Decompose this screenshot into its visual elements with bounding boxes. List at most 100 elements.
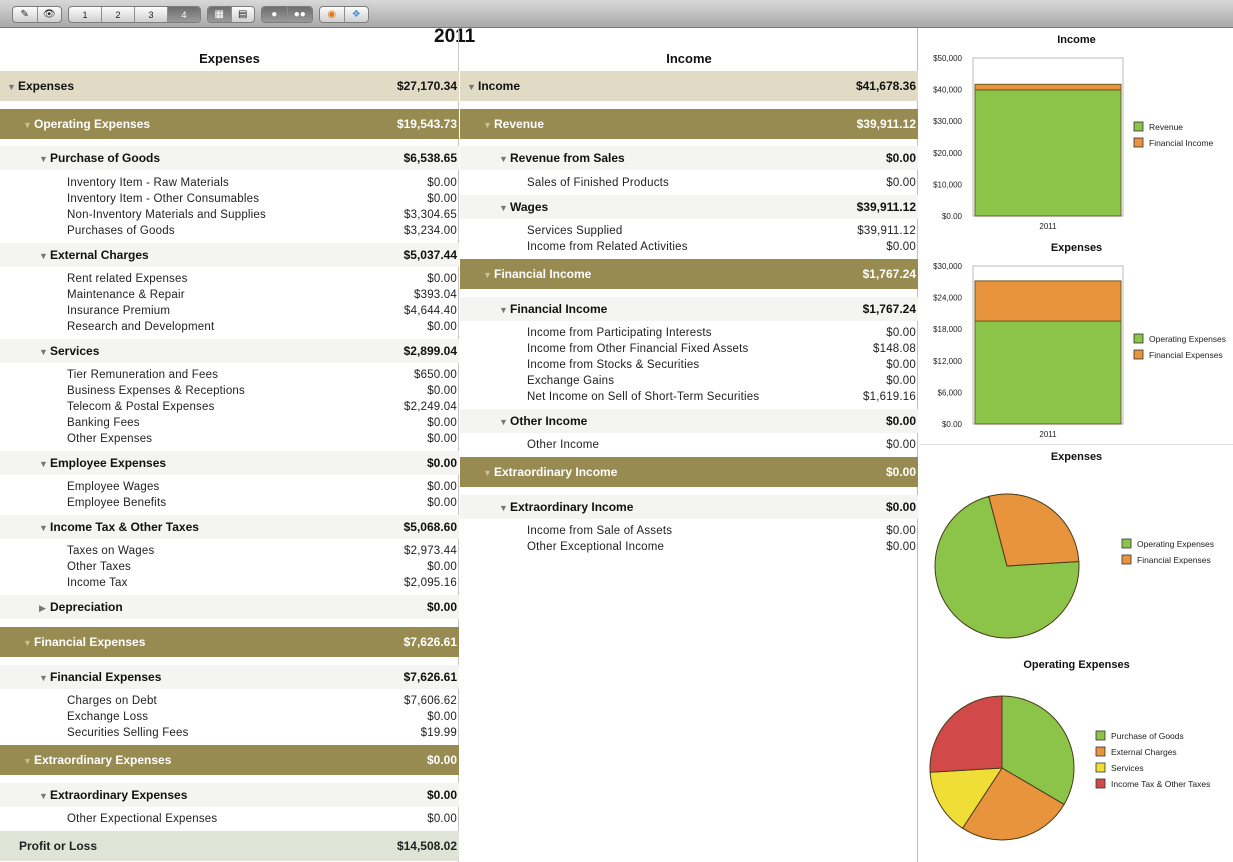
row-value: $0.00 [427,321,457,333]
people-group: ● ●● [261,6,313,23]
group-row-extraordinary-expenses[interactable]: ▼ Extraordinary Expenses $0.00 [0,745,459,775]
disclosure-expanded-icon[interactable]: ▼ [499,203,508,213]
group-row-expenses[interactable]: ▼ Expenses $27,170.34 [0,71,459,101]
row-label: Financial Income [510,302,608,316]
group-row-external-charges[interactable]: ▼ External Charges $5,037.44 [0,243,459,267]
line-item-other-expectional-expenses: Other Expectional Expenses $0.00 [0,811,459,827]
disclosure-expanded-icon[interactable]: ▼ [483,270,492,280]
group-row-employee-expenses[interactable]: ▼ Employee Expenses $0.00 [0,451,459,475]
line-item-income-tax: Income Tax $2,095.16 [0,575,459,591]
bar-revenue [974,89,1122,217]
row-label: Other Expenses [67,433,153,445]
disclosure-expanded-icon[interactable]: ▼ [39,523,48,533]
row-label: Financial Income [494,267,592,281]
row-label: Other Income [527,439,600,451]
disclosure-expanded-icon[interactable]: ▼ [499,503,508,513]
disclosure-expanded-icon[interactable]: ▼ [483,468,492,478]
group-row-financial-income[interactable]: ▼ Financial Income $1,767.24 [460,297,918,321]
group-row-revenue-from-sales[interactable]: ▼ Revenue from Sales $0.00 [460,146,918,170]
legend-swatch [1095,762,1106,773]
disclosure-expanded-icon[interactable]: ▼ [39,459,48,469]
disclosure-expanded-icon[interactable]: ▼ [39,251,48,261]
row-label: Extraordinary Income [494,465,618,479]
row-value: $39,911.12 [856,117,916,131]
group-row-financial-income[interactable]: ▼ Financial Income $1,767.24 [460,259,918,289]
single-layout-icon[interactable]: ▤ [238,8,248,20]
line-item-services-supplied: Services Supplied $39,911.12 [460,223,918,239]
page-button-3[interactable]: 3 [135,7,168,22]
y-tick-label: $18,000 [933,325,962,334]
disclosure-collapsed-icon[interactable]: ▶ [39,603,46,613]
disclosure-expanded-icon[interactable]: ▼ [7,82,16,92]
row-value: $650.00 [414,369,457,381]
columns-layout-icon[interactable]: ▦ [208,7,232,22]
line-item-charges-on-debt: Charges on Debt $7,606.62 [0,693,459,709]
group-row-financial-expenses[interactable]: ▼ Financial Expenses $7,626.61 [0,665,459,689]
row-label: Inventory Item - Other Consumables [67,193,260,205]
disclosure-expanded-icon[interactable]: ▼ [39,347,48,357]
y-tick-label: $50,000 [933,54,962,63]
line-item-banking-fees: Banking Fees $0.00 [0,415,459,431]
page-button-1[interactable]: 1 [69,7,102,22]
row-label: Maintenance & Repair [67,289,185,301]
group-row-other-income[interactable]: ▼ Other Income $0.00 [460,409,918,433]
y-tick-label: $20,000 [933,149,962,158]
bar-financial-expenses [974,280,1122,322]
page-button-4[interactable]: 4 [168,7,200,22]
legend-label: Income Tax & Other Taxes [1111,779,1210,789]
disclosure-expanded-icon[interactable]: ▼ [499,154,508,164]
group-row-depreciation[interactable]: ▶ Depreciation $0.00 [0,595,459,619]
toolbar: ✎ 👁 1 2 3 4 ▦ ▤ ● ●● ◉ ❖ [0,0,1233,28]
disclosure-expanded-icon[interactable]: ▼ [39,791,48,801]
dollar-coin-icon[interactable]: ◉ [320,7,345,22]
group-row-profit-or-loss[interactable]: Profit or Loss $14,508.02 [0,831,459,861]
disclosure-expanded-icon[interactable]: ▼ [23,638,32,648]
group-row-operating-expenses[interactable]: ▼ Operating Expenses $19,543.73 [0,109,459,139]
preview-eye-icon[interactable]: 👁 [42,8,56,20]
group-icon[interactable]: ●● [287,7,312,22]
pie-slice-income-tax-and-other-taxes [929,695,1003,773]
row-label: Services Supplied [527,225,623,237]
group-row-extraordinary-income[interactable]: ▼ Extraordinary Income $0.00 [460,495,918,519]
row-value: $3,304.65 [404,209,457,221]
line-item-income-from-sale-of-assets: Income from Sale of Assets $0.00 [460,523,918,539]
legend-swatch [1133,333,1144,344]
pie-slice-services [929,767,1003,829]
legend-label: Revenue [1149,122,1183,132]
disclosure-expanded-icon[interactable]: ▼ [467,82,476,92]
group-row-wages[interactable]: ▼ Wages $39,911.12 [460,195,918,219]
disclosure-expanded-icon[interactable]: ▼ [39,154,48,164]
disclosure-expanded-icon[interactable]: ▼ [23,120,32,130]
row-value: $1,619.16 [863,391,916,403]
row-label: Banking Fees [67,417,140,429]
group-row-purchase-of-goods[interactable]: ▼ Purchase of Goods $6,538.65 [0,146,459,170]
puzzle-icon[interactable]: ❖ [351,8,361,20]
row-label: Purchases of Goods [67,225,175,237]
disclosure-expanded-icon[interactable]: ▼ [23,756,32,766]
group-row-revenue[interactable]: ▼ Revenue $39,911.12 [460,109,918,139]
row-value: $0.00 [886,525,916,537]
contacts-icon[interactable]: ● [262,7,288,22]
row-value: $393.04 [414,289,457,301]
row-value: $0.00 [427,711,457,723]
row-label: Employee Wages [67,481,160,493]
income-bar-chart: $50,000 $40,000 $30,000 $20,000 $10,000 $0.00… [933,54,1213,231]
disclosure-expanded-icon[interactable]: ▼ [499,417,508,427]
disclosure-expanded-icon[interactable]: ▼ [499,305,508,315]
row-value: $0.00 [426,600,457,614]
group-row-income-tax-and-other-taxes[interactable]: ▼ Income Tax & Other Taxes $5,068.60 [0,515,459,539]
disclosure-expanded-icon[interactable]: ▼ [39,673,48,683]
edit-icon[interactable]: ✎ [13,7,38,22]
y-tick-label: $6,000 [938,388,963,397]
line-item-business-expenses-and-receptions: Business Expenses & Receptions $0.00 [0,383,459,399]
line-item-maintenance-and-repair: Maintenance & Repair $393.04 [0,287,459,303]
group-row-extraordinary-income[interactable]: ▼ Extraordinary Income $0.00 [460,457,918,487]
row-value: $0.00 [885,151,916,165]
group-row-extraordinary-expenses[interactable]: ▼ Extraordinary Expenses $0.00 [0,783,459,807]
group-row-services[interactable]: ▼ Services $2,899.04 [0,339,459,363]
page-button-2[interactable]: 2 [102,7,135,22]
income-column-header: Income [666,51,712,66]
disclosure-expanded-icon[interactable]: ▼ [483,120,492,130]
group-row-income[interactable]: ▼ Income $41,678.36 [460,71,918,101]
group-row-financial-expenses[interactable]: ▼ Financial Expenses $7,626.61 [0,627,459,657]
